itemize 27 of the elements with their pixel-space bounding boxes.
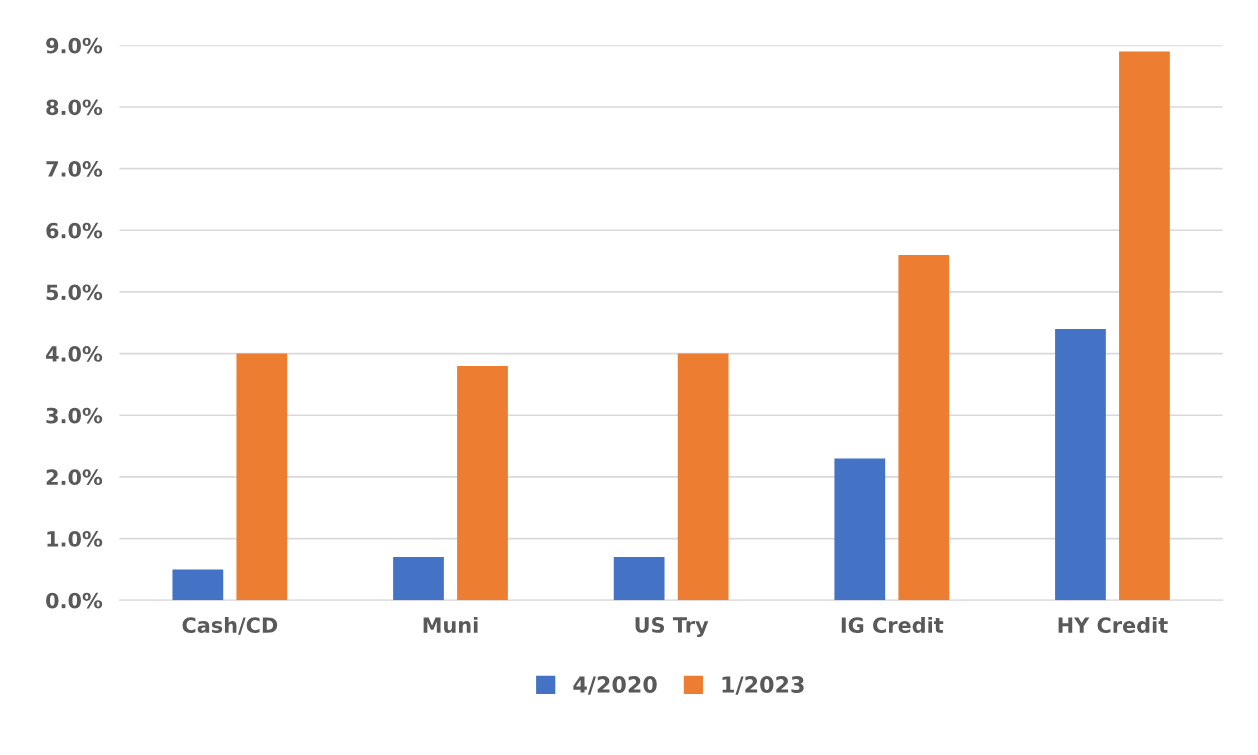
y-tick-label: 4.0% (46, 346, 103, 362)
y-tick-label: 8.0% (46, 99, 103, 116)
bar (172, 569, 224, 601)
bar (834, 458, 886, 601)
x-tick-label: IG Credit (841, 616, 944, 634)
y-tick-label: 1.0% (47, 531, 103, 547)
x-tick-label: Muni (423, 616, 478, 634)
y-tick-label: 5.0% (46, 284, 103, 301)
bar (1119, 51, 1170, 601)
y-tick-label: 7.0% (46, 161, 103, 177)
y-tick-label: 3.0% (46, 407, 103, 424)
y-tick-label: 2.0% (46, 469, 103, 486)
y-tick-label: 6.0% (46, 222, 103, 239)
bar (457, 365, 508, 601)
bar (898, 254, 950, 601)
x-tick-label: Cash/CD (182, 616, 278, 635)
legend-label: 1/2023 (722, 676, 804, 695)
legend-label: 4/2020 (573, 676, 657, 695)
y-tick-label: 0.0% (46, 592, 103, 609)
x-tick-label: HY Credit (1058, 616, 1168, 634)
bar (236, 353, 288, 601)
bar (677, 353, 729, 601)
bar (393, 557, 444, 601)
x-tick-label: US Try (635, 617, 709, 638)
y-tick-label: 9.0% (46, 37, 103, 54)
bar (613, 557, 665, 601)
bar (1055, 328, 1106, 601)
